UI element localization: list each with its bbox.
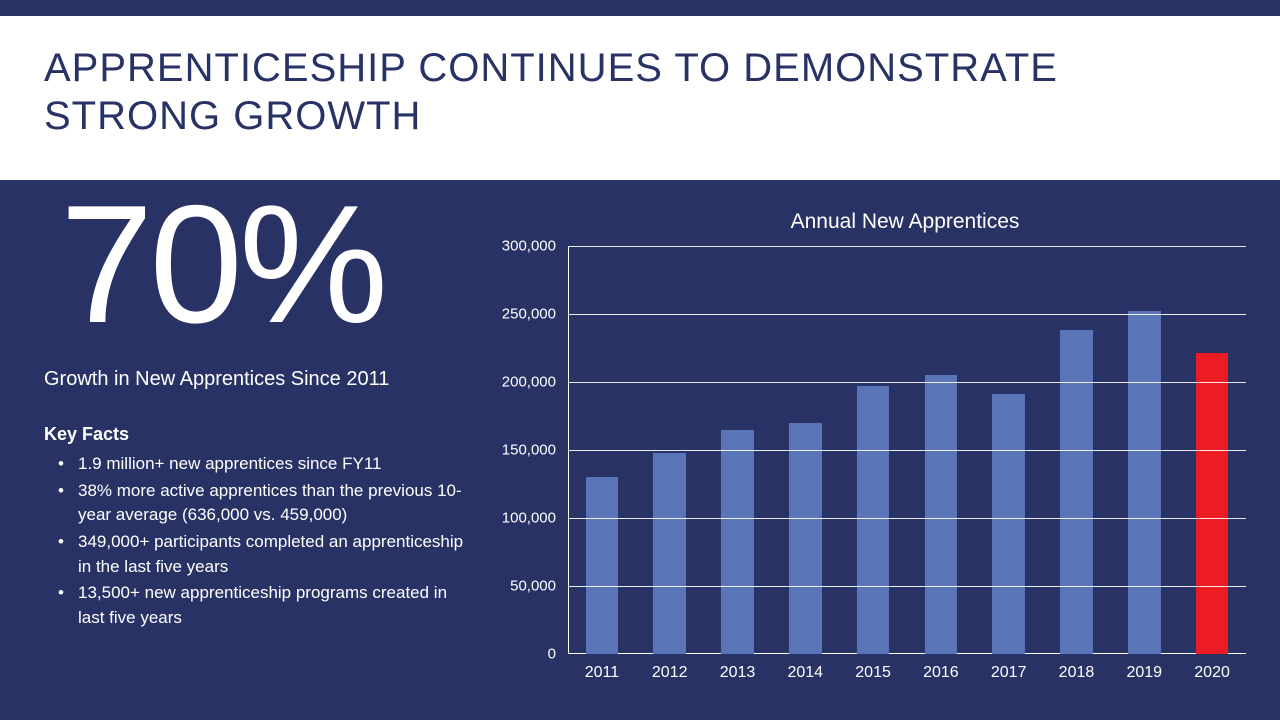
list-item: 349,000+ participants completed an appre… — [58, 530, 478, 579]
chart-x-tick-label: 2018 — [1043, 664, 1111, 682]
chart-gridline — [568, 246, 1246, 247]
bar-chart: Annual New Apprentices 0 50,000 100,000 150… — [494, 210, 1256, 700]
chart-bar — [925, 375, 958, 654]
chart-bar — [857, 386, 890, 654]
chart-x-tick-label: 2016 — [907, 664, 975, 682]
chart-x-tick-label: 2019 — [1110, 664, 1178, 682]
chart-x-tick-label: 2017 — [975, 664, 1043, 682]
chart-x-labels: 2011201220132014201520162017201820192020 — [568, 664, 1246, 682]
chart-x-tick-label: 2013 — [704, 664, 772, 682]
chart-y-tick-label: 0 — [548, 646, 556, 663]
chart-bar — [586, 477, 619, 654]
chart-bar — [653, 453, 686, 654]
chart-bar — [1128, 311, 1161, 654]
chart-bar — [789, 423, 822, 654]
chart-x-tick-label: 2012 — [636, 664, 704, 682]
slide: APPRENTICESHIP CONTINUES TO DEMONSTRATE … — [0, 0, 1280, 720]
slide-title: APPRENTICESHIP CONTINUES TO DEMONSTRATE … — [44, 44, 1240, 140]
chart-y-tick-label: 200,000 — [502, 373, 556, 390]
key-facts-heading: Key Facts — [44, 424, 129, 445]
chart-gridline — [568, 314, 1246, 315]
chart-plot-area: 050,000100,000150,000200,000250,000300,0… — [494, 246, 1256, 654]
headline-percent: 70% — [60, 180, 384, 348]
headline-percent-caption: Growth in New Apprentices Since 2011 — [44, 368, 389, 391]
key-facts-list: 1.9 million+ new apprentices since FY11 … — [58, 452, 478, 632]
chart-plot — [568, 246, 1246, 654]
chart-title: Annual New Apprentices — [494, 210, 1256, 234]
chart-y-tick-label: 250,000 — [502, 305, 556, 322]
top-accent-bar — [0, 0, 1280, 16]
chart-bar — [992, 394, 1025, 654]
chart-bar — [1196, 353, 1229, 654]
chart-x-tick-label: 2011 — [568, 664, 636, 682]
chart-x-tick-label: 2015 — [839, 664, 907, 682]
chart-gridline — [568, 450, 1246, 451]
chart-y-tick-label: 150,000 — [502, 442, 556, 459]
title-band: APPRENTICESHIP CONTINUES TO DEMONSTRATE … — [0, 16, 1280, 180]
chart-x-tick-label: 2020 — [1178, 664, 1246, 682]
list-item: 1.9 million+ new apprentices since FY11 — [58, 452, 478, 477]
chart-y-tick-label: 50,000 — [510, 578, 556, 595]
chart-bar — [1060, 330, 1093, 654]
chart-y-tick-label: 100,000 — [502, 509, 556, 526]
chart-gridline — [568, 382, 1246, 383]
chart-bar — [721, 430, 754, 654]
chart-x-tick-label: 2014 — [771, 664, 839, 682]
list-item: 38% more active apprentices than the pre… — [58, 479, 478, 528]
chart-y-labels: 050,000100,000150,000200,000250,000300,0… — [494, 246, 564, 654]
list-item: 13,500+ new apprenticeship programs crea… — [58, 581, 478, 630]
chart-gridline — [568, 518, 1246, 519]
chart-y-tick-label: 300,000 — [502, 238, 556, 255]
chart-gridline — [568, 586, 1246, 587]
